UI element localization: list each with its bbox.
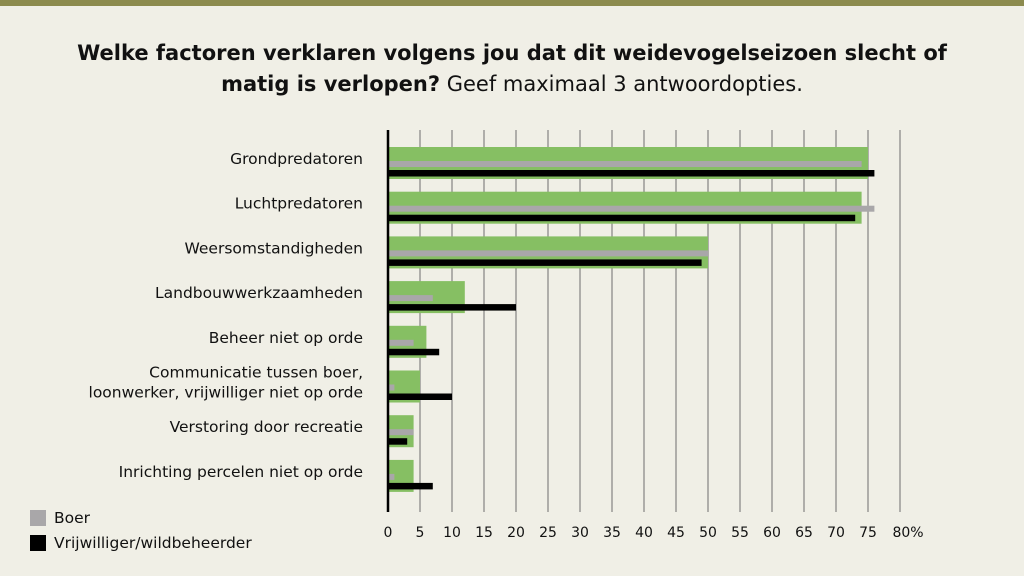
x-tick-label: 80% (892, 525, 923, 541)
legend-swatch-vrijwilliger (30, 535, 46, 551)
category-label: Landbouwwerkzaamheden (155, 284, 363, 302)
x-tick-label: 65 (795, 525, 813, 541)
x-tick-label: 50 (699, 525, 717, 541)
x-tick-label: 55 (731, 525, 749, 541)
x-tick-label: 35 (603, 525, 621, 541)
x-tick-label: 5 (416, 525, 425, 541)
bar-vrijwilliger-wildbeheerder (388, 259, 702, 266)
title-question: Welke factoren verklaren volgens jou dat… (77, 41, 947, 96)
x-tick-label: 40 (635, 525, 653, 541)
bar-vrijwilliger-wildbeheerder (388, 393, 452, 400)
x-tick-label: 30 (571, 525, 589, 541)
bar-boer (388, 473, 395, 480)
bar-vrijwilliger-wildbeheerder (388, 348, 440, 356)
category-label: Beheer niet op orde (209, 329, 363, 347)
category-label: loonwerker, vrijwilliger niet op orde (89, 384, 363, 402)
legend-item-vrijwilliger: Vrijwilliger/wildbeheerder (30, 534, 252, 552)
bar-boer (388, 295, 433, 302)
top-border (0, 0, 1024, 6)
x-tick-label: 15 (475, 525, 493, 541)
bar-vrijwilliger-wildbeheerder (388, 170, 875, 177)
category-label: Luchtpredatoren (235, 195, 363, 213)
legend-swatch-boer (30, 510, 46, 526)
legend-label-vrijwilliger: Vrijwilliger/wildbeheerder (54, 534, 252, 552)
x-tick-label: 20 (507, 525, 525, 541)
x-tick-label: 45 (667, 525, 685, 541)
category-label: Grondpredatoren (230, 150, 363, 168)
category-label: Inrichting percelen niet op orde (119, 463, 363, 481)
bar-vrijwilliger-wildbeheerder (388, 438, 408, 445)
category-label: Verstoring door recreatie (170, 418, 363, 436)
bar-vrijwilliger-wildbeheerder (388, 304, 516, 311)
x-tick-label: 0 (384, 525, 393, 541)
title-subtitle: Geef maximaal 3 antwoordopties. (446, 72, 803, 96)
bar-boer (388, 429, 414, 436)
x-tick-label: 75 (859, 525, 877, 541)
chart-title: Welke factoren verklaren volgens jou dat… (40, 38, 984, 100)
legend-label-boer: Boer (54, 509, 91, 527)
x-tick-label: 70 (827, 525, 845, 541)
x-tick-label: 10 (443, 525, 461, 541)
bar-boer (388, 161, 862, 167)
x-tick-label: 25 (539, 525, 557, 541)
bar-boer (388, 250, 708, 257)
x-tick-label: 60 (763, 525, 781, 541)
bar-boer (388, 205, 875, 212)
legend-item-boer: Boer (30, 509, 90, 527)
category-label: Communicatie tussen boer, (149, 364, 363, 382)
bar-vrijwilliger-wildbeheerder (388, 482, 433, 490)
bar-boer (388, 339, 414, 346)
category-label: Weersomstandigheden (184, 239, 363, 257)
bar-boer (388, 384, 395, 391)
bar-vrijwilliger-wildbeheerder (388, 214, 856, 222)
